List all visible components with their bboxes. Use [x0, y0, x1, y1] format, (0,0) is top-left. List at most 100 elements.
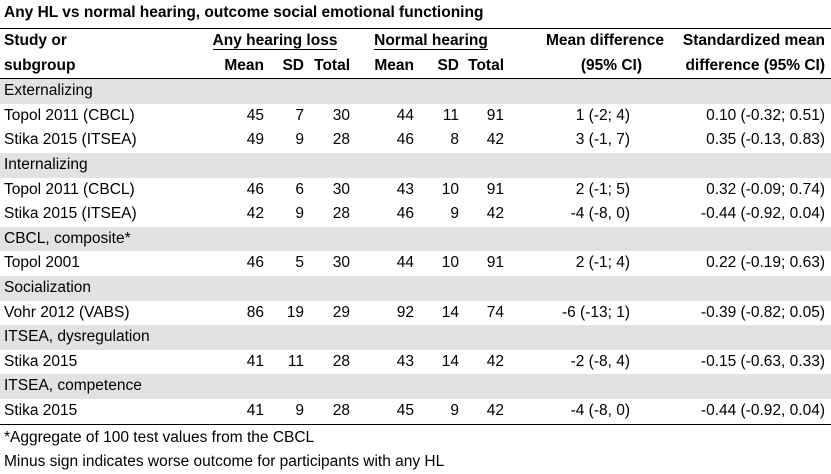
table-row: Stika 2015 (ITSEA) 42 9 28 46 9 42 -4 (-8, 0) -0… — [0, 202, 831, 227]
mean-difference: 3 (-1, 7) — [508, 128, 670, 153]
hl-sd: 9 — [264, 398, 304, 425]
hl-sd: 11 — [264, 349, 304, 375]
table-row: Vohr 2012 (VABS) 86 19 29 92 14 74 -6 (-13; 1) -… — [0, 300, 831, 326]
hl-sd: 19 — [264, 300, 304, 326]
study-name: Topol 2001 — [0, 251, 196, 276]
hl-mean: 41 — [196, 398, 264, 425]
table-row: Topol 2011 (CBCL) 45 7 30 44 11 91 1 (-2; 4) 0.1… — [0, 103, 831, 129]
mean-difference: 1 (-2; 4) — [508, 103, 670, 129]
md-header: Mean difference — [508, 27, 670, 54]
subgroup-row: CBCL, composite* — [0, 226, 831, 252]
hl-mean: 46 — [196, 177, 264, 203]
mean-difference: -6 (-13; 1) — [508, 300, 670, 326]
standardized-mean-difference: 0.35 (-0.13, 0.83) — [670, 128, 831, 153]
standardized-mean-difference: 0.32 (-0.09; 0.74) — [670, 177, 831, 203]
nh-mean: 44 — [354, 251, 414, 276]
standardized-mean-difference: -0.15 (-0.63, 0.33) — [670, 349, 831, 375]
nh-sd: 14 — [414, 300, 459, 326]
nh-sd: 10 — [414, 177, 459, 203]
subgroup-label: Internalizing — [0, 152, 831, 178]
nh-total-header: Total — [459, 53, 508, 80]
subgroup-row: Externalizing — [0, 78, 831, 104]
nh-sd: 14 — [414, 349, 459, 375]
hl-total: 30 — [304, 103, 354, 129]
study-name: Stika 2015 (ITSEA) — [0, 128, 196, 153]
table-body: Study or Any hearing loss Normal hearing… — [0, 27, 831, 425]
study-name: Stika 2015 (ITSEA) — [0, 202, 196, 227]
standardized-mean-difference: -0.39 (-0.82; 0.05) — [670, 300, 831, 326]
nh-total: 91 — [459, 177, 508, 203]
subgroup-label: Socialization — [0, 275, 831, 301]
subgroup-row: ITSEA, competence — [0, 374, 831, 399]
table-row: Topol 2001 46 5 30 44 10 91 2 (-1; 4) 0.22 (-0.1… — [0, 251, 831, 276]
hl-total: 28 — [304, 202, 354, 227]
header-row-2: subgroup Mean SD Total Mean SD Total (95… — [0, 53, 831, 80]
study-name: Stika 2015 — [0, 349, 196, 375]
footnote-minus-sign: Minus sign indicates worse outcome for p… — [4, 453, 445, 470]
standardized-mean-difference: -0.44 (-0.92, 0.04) — [670, 202, 831, 227]
header-row-1: Study or Any hearing loss Normal hearing… — [0, 27, 831, 54]
mean-difference: -4 (-8, 0) — [508, 202, 670, 227]
hl-mean: 45 — [196, 103, 264, 129]
footnote-aggregate: *Aggregate of 100 test values from the C… — [4, 429, 315, 446]
hl-sd-header: SD — [264, 53, 304, 80]
nh-group-header: Normal hearing — [374, 32, 488, 50]
md-ci-header: (95% CI) — [508, 53, 670, 80]
standardized-mean-difference: 0.10 (-0.32; 0.51) — [670, 103, 831, 129]
hl-mean: 86 — [196, 300, 264, 326]
subgroup-header: subgroup — [0, 53, 196, 80]
hl-total: 28 — [304, 128, 354, 153]
nh-mean: 43 — [354, 177, 414, 203]
mean-difference: 2 (-1; 4) — [508, 251, 670, 276]
subgroup-label: ITSEA, dysregulation — [0, 325, 831, 350]
hl-total-header: Total — [304, 53, 354, 80]
table-row: Stika 2015 41 11 28 43 14 42 -2 (-8, 4) -0.15 (-… — [0, 349, 831, 375]
smd-ci-header: difference (95% CI) — [670, 53, 831, 80]
hl-sd: 9 — [264, 128, 304, 153]
table-row: Topol 2011 (CBCL) 46 6 30 43 10 91 2 (-1; 5) 0.3… — [0, 177, 831, 203]
hl-sd: 6 — [264, 177, 304, 203]
table-row: Stika 2015 41 9 28 45 9 42 -4 (-8, 0) -0.44 (-0.… — [0, 398, 831, 425]
subgroup-label: CBCL, composite* — [0, 226, 831, 252]
subgroup-row: Internalizing — [0, 152, 831, 178]
subgroup-label: Externalizing — [0, 78, 831, 104]
nh-mean: 45 — [354, 398, 414, 425]
table-title: Any HL vs normal hearing, outcome social… — [4, 4, 484, 21]
subgroup-row: Socialization — [0, 275, 831, 301]
hl-mean: 41 — [196, 349, 264, 375]
hl-total: 30 — [304, 251, 354, 276]
nh-mean: 43 — [354, 349, 414, 375]
nh-sd-header: SD — [414, 53, 459, 80]
hl-total: 28 — [304, 398, 354, 425]
study-name: Stika 2015 — [0, 398, 196, 425]
hl-mean: 42 — [196, 202, 264, 227]
nh-total: 91 — [459, 103, 508, 129]
smd-header: Standardized mean — [670, 27, 831, 54]
table-row: Stika 2015 (ITSEA) 49 9 28 46 8 42 3 (-1, 7) 0.3… — [0, 128, 831, 153]
hl-mean-header: Mean — [196, 53, 264, 80]
standardized-mean-difference: 0.22 (-0.19; 0.63) — [670, 251, 831, 276]
subgroup-label: ITSEA, competence — [0, 374, 831, 399]
nh-mean: 44 — [354, 103, 414, 129]
hl-sd: 9 — [264, 202, 304, 227]
nh-total: 91 — [459, 251, 508, 276]
study-header: Study or — [0, 27, 196, 54]
nh-total: 42 — [459, 349, 508, 375]
hl-total: 28 — [304, 349, 354, 375]
mean-difference: -4 (-8, 0) — [508, 398, 670, 425]
results-table: Study or Any hearing loss Normal hearing… — [0, 27, 831, 425]
nh-mean: 46 — [354, 128, 414, 153]
nh-total: 42 — [459, 128, 508, 153]
study-name: Topol 2011 (CBCL) — [0, 103, 196, 129]
hl-group-header: Any hearing loss — [212, 32, 338, 50]
subgroup-row: ITSEA, dysregulation — [0, 325, 831, 350]
hl-sd: 7 — [264, 103, 304, 129]
hl-total: 30 — [304, 177, 354, 203]
mean-difference: -2 (-8, 4) — [508, 349, 670, 375]
standardized-mean-difference: -0.44 (-0.92, 0.04) — [670, 398, 831, 425]
nh-sd: 9 — [414, 202, 459, 227]
nh-sd: 10 — [414, 251, 459, 276]
hl-mean: 49 — [196, 128, 264, 153]
hl-sd: 5 — [264, 251, 304, 276]
nh-sd: 11 — [414, 103, 459, 129]
